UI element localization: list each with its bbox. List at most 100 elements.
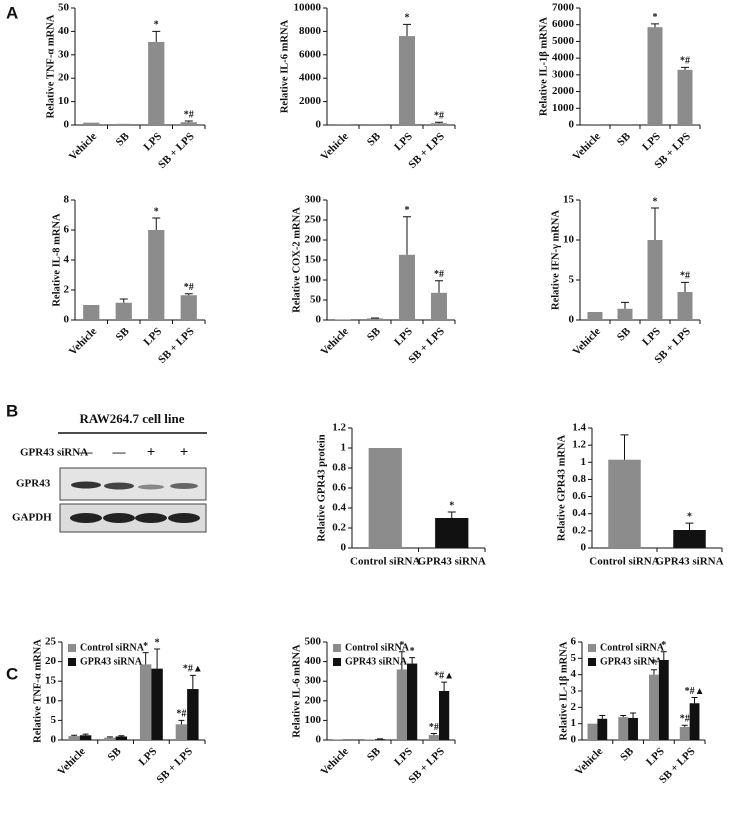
y-tick-label: 400 [305, 655, 322, 667]
y-tick-label: 0.6 [572, 490, 586, 502]
y-tick-label: 50 [310, 294, 322, 306]
y-tick-label: 2000 [552, 85, 575, 97]
y-tick-label: 1 [571, 717, 577, 729]
y-tick-label: 20 [58, 72, 70, 84]
x-tick-label: LPS [392, 130, 415, 153]
bar [187, 689, 199, 740]
annotation: * [410, 646, 415, 657]
legend-swatch [68, 658, 76, 666]
y-tick-label: 200 [305, 234, 322, 246]
error-bar [142, 652, 149, 665]
x-tick-label: SB [618, 745, 636, 763]
legend-swatch [588, 644, 596, 652]
error-bar [447, 511, 456, 518]
legend-label: Control siRNA [80, 642, 145, 653]
western-blot: RAW264.7 cell line GPR43 siRNA — — + + G… [12, 411, 207, 533]
y-tick-label: 0 [569, 119, 575, 131]
error-bar [152, 217, 161, 230]
y-tick-label: 250 [305, 214, 322, 226]
bar [399, 36, 415, 125]
bar [673, 530, 706, 548]
x-tick-label: Vehicle [319, 130, 351, 162]
y-tick-label: 1 [341, 442, 347, 454]
y-tick-label: 10000 [294, 2, 322, 14]
error-bar [106, 736, 113, 738]
annotation: *#▲ [434, 670, 454, 681]
x-tick-label: LPS [640, 325, 663, 348]
y-tick-label: 15 [45, 675, 57, 687]
error-bar [189, 674, 196, 690]
error-bar [403, 23, 411, 37]
annotation: *# [680, 271, 690, 282]
bar [139, 664, 152, 740]
y-tick-label: 0 [581, 542, 587, 554]
annotation: * [154, 20, 159, 31]
y-tick-label: 1.2 [572, 439, 586, 451]
y-tick-label: 6 [64, 224, 70, 236]
x-tick-label: SB [365, 745, 383, 763]
y-tick-label: 4 [64, 254, 70, 266]
annotation: * [399, 640, 404, 651]
y-axis-label: Relative IL-1β mRNA [538, 17, 549, 116]
bar [649, 674, 659, 740]
y-tick-label: 4000 [552, 52, 575, 64]
annotation: * [143, 641, 148, 652]
y-tick-label: 0 [341, 542, 347, 554]
annotation: *# [176, 709, 186, 720]
x-tick-label: GPR43 siRNA [418, 556, 486, 568]
y-axis-label: Relative TNF-α mRNA [32, 639, 43, 743]
x-tick-label: LPS [137, 745, 160, 768]
error-bar [599, 715, 606, 719]
legend-label: GPR43 siRNA [600, 656, 663, 667]
error-bar [620, 434, 629, 460]
y-tick-label: 0 [316, 314, 322, 326]
bar [597, 718, 608, 740]
error-bar [82, 733, 89, 736]
x-tick-label: Vehicle [319, 745, 351, 777]
bar [367, 318, 383, 320]
error-bar [441, 681, 448, 691]
bar [399, 254, 415, 320]
annotation: * [651, 658, 656, 669]
y-tick-label: 10 [45, 694, 57, 706]
bar [587, 723, 598, 740]
error-bar [660, 651, 667, 660]
bar [104, 737, 116, 740]
bar [677, 69, 693, 125]
annotation: *#▲ [183, 664, 203, 675]
y-tick-label: 0 [316, 734, 322, 746]
band [168, 513, 200, 523]
annotation: *# [434, 111, 444, 122]
x-tick-label: Vehicle [571, 325, 603, 357]
y-tick-label: 0.4 [332, 502, 346, 514]
y-tick-label: 4 [571, 668, 577, 680]
y-tick-label: 1.4 [572, 422, 586, 434]
error-bar [152, 30, 161, 42]
error-bar [691, 697, 698, 704]
y-tick-label: 5 [51, 714, 57, 726]
y-axis-label: Relative TNF-α mRNA [45, 14, 56, 118]
legend-swatch [588, 658, 596, 666]
y-tick-label: 5 [571, 652, 577, 664]
bar [679, 726, 690, 740]
bar [180, 295, 197, 320]
y-tick-label: 5000 [552, 35, 575, 47]
bar [396, 669, 407, 740]
legend-label: GPR43 siRNA [80, 656, 143, 667]
lane-sign: — [79, 444, 94, 459]
bar [647, 27, 663, 125]
band [70, 513, 102, 523]
lane-sign: — [112, 444, 127, 459]
error-bar [685, 522, 694, 530]
x-tick-label: SB + LPS [156, 325, 197, 366]
bar [368, 448, 402, 548]
annotation: *# [680, 714, 690, 725]
bar [628, 717, 638, 740]
error-bar [630, 712, 637, 718]
bar [148, 41, 165, 125]
blot-row-label: GPR43 siRNA [20, 447, 88, 459]
y-tick-label: 0.2 [332, 522, 346, 534]
x-tick-label: Vehicle [67, 325, 99, 357]
x-tick-label: SB [114, 130, 132, 148]
error-bar [620, 715, 627, 718]
